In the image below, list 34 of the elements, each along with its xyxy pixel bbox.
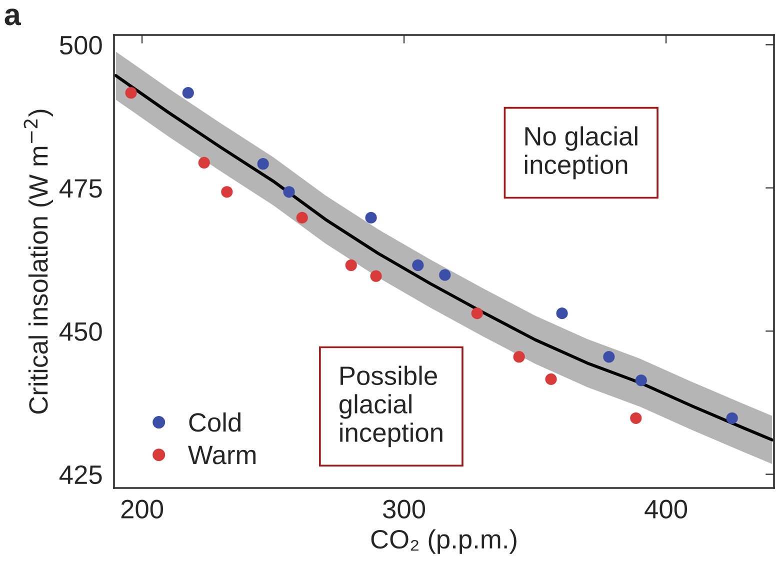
point — [603, 351, 615, 363]
point — [412, 259, 424, 272]
annotation: No glacial inception — [524, 126, 638, 180]
y-tick-label: 425 — [59, 465, 102, 484]
point — [545, 373, 557, 385]
point — [296, 212, 308, 224]
point — [283, 186, 295, 198]
legend-label: Cold — [189, 412, 240, 432]
x-tick-label: 300 — [383, 500, 426, 518]
point — [726, 412, 738, 424]
point — [630, 412, 642, 424]
x-axis-title: CO₂ (p.p.m.) — [371, 529, 516, 554]
point — [221, 186, 233, 198]
x-tick-label: 200 — [121, 500, 164, 518]
point — [513, 351, 525, 363]
point — [471, 308, 483, 320]
point — [556, 308, 568, 320]
y-tick-label: 500 — [60, 36, 102, 55]
point — [635, 374, 647, 386]
y-axis-title: Critical insolation (W m$^{−2}$) — [24, 110, 54, 414]
point — [125, 87, 137, 99]
legend-label: Warm — [188, 446, 256, 464]
point — [257, 158, 269, 170]
x-tick-label: 400 — [644, 500, 688, 518]
y-tick-label: 475 — [59, 179, 102, 198]
point — [345, 259, 357, 272]
y-tick-label: 450 — [59, 322, 102, 341]
point — [198, 156, 210, 169]
annotation: Possible glacial inception — [340, 366, 442, 448]
point — [370, 270, 382, 282]
point — [439, 269, 451, 281]
text: a — [4, 8, 22, 26]
point — [365, 212, 377, 224]
point — [182, 87, 194, 99]
